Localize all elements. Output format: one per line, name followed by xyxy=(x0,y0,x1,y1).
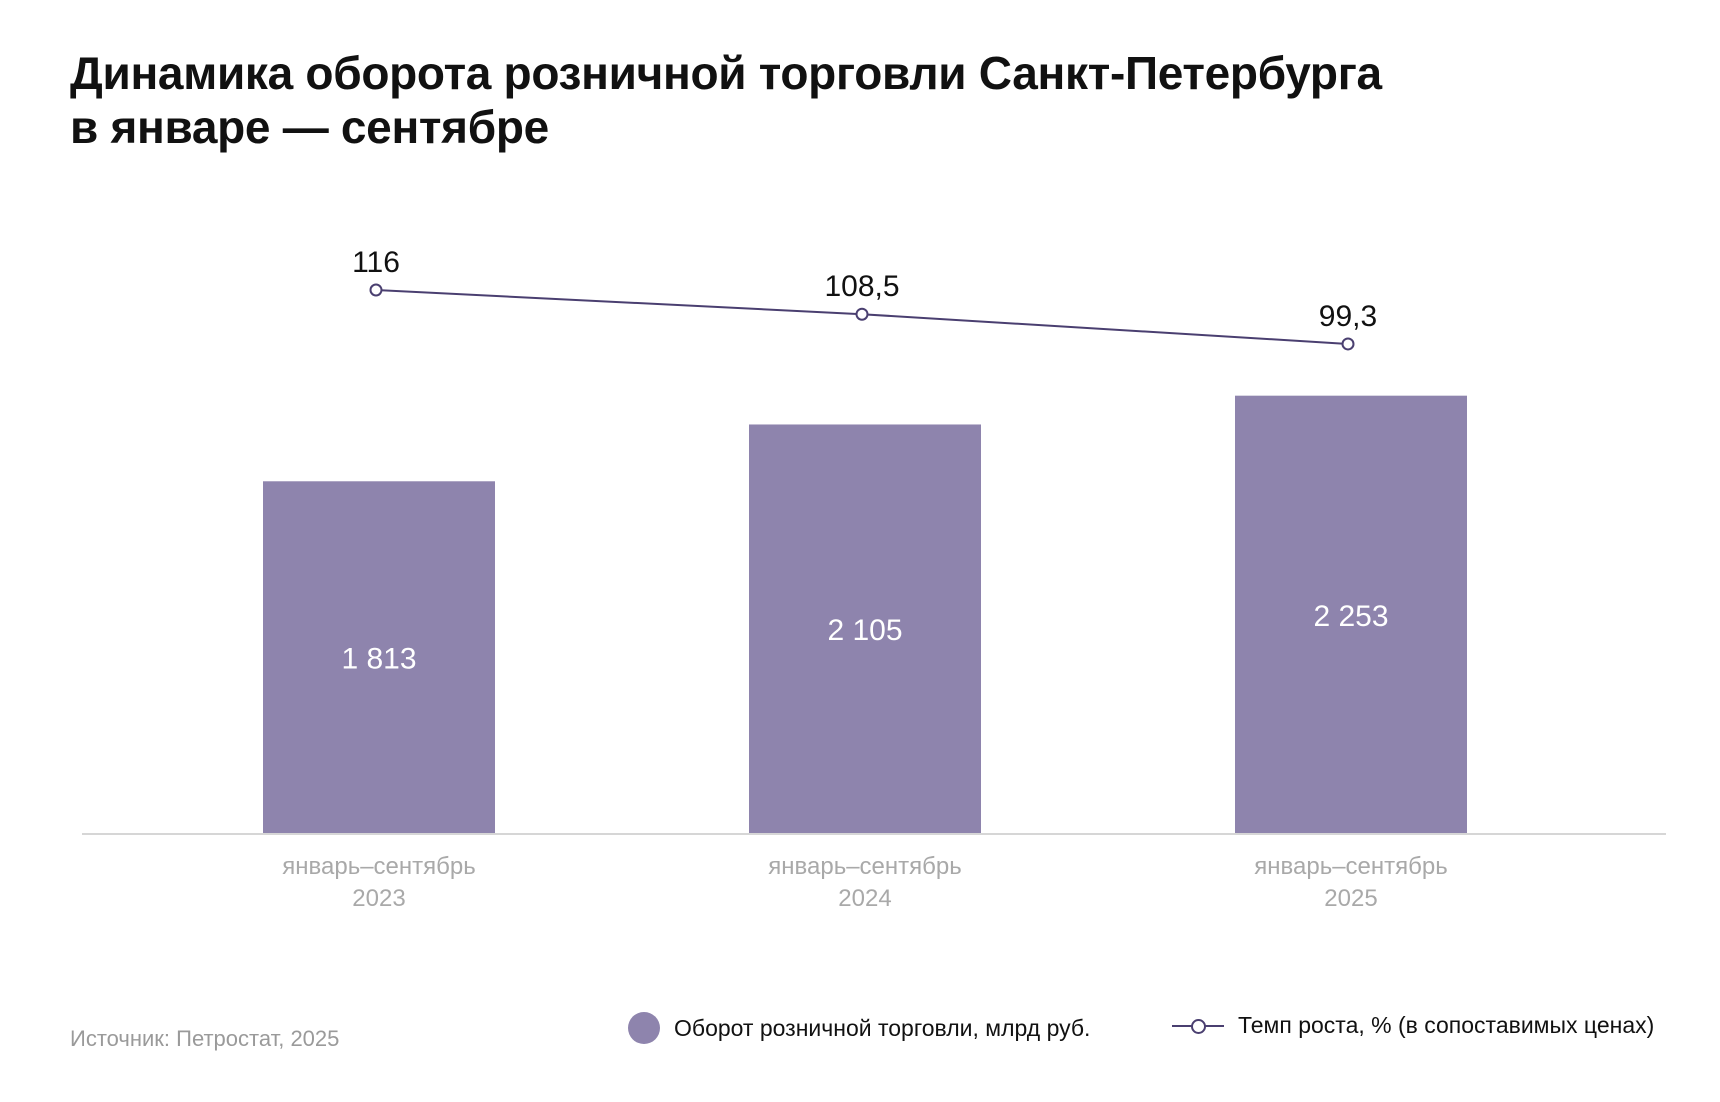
bar-value-label-2: 2 105 xyxy=(827,614,902,647)
chart-svg: 1 813 2 105 2 253 январь–сентябрь 2023 январь… xyxy=(82,246,1666,912)
growth-value-label-2: 108,5 xyxy=(824,270,899,303)
legend-line-swatch xyxy=(1172,1016,1224,1036)
bar-1 xyxy=(263,481,495,834)
category-label-2: январь–сентябрь xyxy=(768,853,961,880)
growth-value-label-3: 99,3 xyxy=(1319,300,1377,333)
chart-title: Динамика оборота розничной торговли Санк… xyxy=(70,46,1630,154)
growth-point-3 xyxy=(1341,337,1355,351)
source-note: Источник: Петростат, 2025 xyxy=(70,1026,340,1051)
legend-label-growth: Темп роста, % (в сопоставимых ценах) xyxy=(1238,1012,1655,1038)
bar-2 xyxy=(749,424,981,834)
category-year-label-2: 2024 xyxy=(838,885,891,912)
bar-value-label-1: 1 813 xyxy=(341,643,416,676)
legend-item-growth: Темп роста, % (в сопоставимых ценах) xyxy=(1172,1012,1654,1039)
chart-title-line-2: в январе — сентябре xyxy=(70,101,549,153)
growth-point-2 xyxy=(855,307,869,321)
category-year-label-1: 2023 xyxy=(352,885,405,912)
legend-item-turnover: Оборот розничной торговли, млрд руб. xyxy=(628,1012,1090,1044)
growth-point-1 xyxy=(369,283,383,297)
bar-value-label-3: 2 253 xyxy=(1313,600,1388,633)
growth-value-label-1: 116 xyxy=(352,246,400,279)
bar-3 xyxy=(1235,395,1467,834)
category-year-label-3: 2025 xyxy=(1324,885,1377,912)
legend-bar-swatch xyxy=(628,1012,660,1044)
chart-title-line-1: Динамика оборота розничной торговли Санк… xyxy=(70,47,1382,99)
legend-label-turnover: Оборот розничной торговли, млрд руб. xyxy=(674,1014,1091,1041)
category-label-3: январь–сентябрь xyxy=(1254,853,1447,880)
category-label-1: январь–сентябрь xyxy=(282,853,475,880)
